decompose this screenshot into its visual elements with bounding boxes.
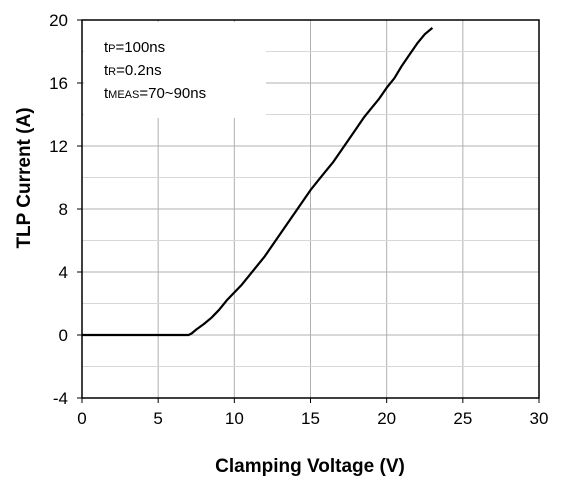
- annotation-2: tMEAS=70~90ns: [104, 85, 206, 102]
- x-tick-label: 30: [530, 409, 549, 428]
- tick-layer: 0 5 10 15 20 25 30 20 16 12 8 4 0 -4: [49, 11, 548, 428]
- y-tick-label: 20: [49, 11, 68, 30]
- y-tick-label: -4: [53, 389, 68, 408]
- annotation-1: tR=0.2ns: [104, 62, 162, 79]
- x-tick-label: 10: [225, 409, 244, 428]
- x-axis-title: Clamping Voltage (V): [215, 456, 405, 477]
- x-tick-label: 15: [301, 409, 320, 428]
- y-tick-label: 4: [59, 263, 68, 282]
- y-tick-label: 0: [59, 326, 68, 345]
- y-tick-label: 12: [49, 137, 68, 156]
- series-line-0: [82, 27, 434, 337]
- y-tick-label: 16: [49, 74, 68, 93]
- x-tick-label: 20: [377, 409, 396, 428]
- x-tick-label: 0: [77, 409, 86, 428]
- annotations: tP=100ns tR=0.2ns tMEAS=70~90ns: [104, 39, 206, 102]
- x-tick-label: 25: [453, 409, 472, 428]
- y-axis-title: TLP Current (A): [14, 107, 35, 248]
- y-tick-label: 8: [59, 200, 68, 219]
- annotation-background: [84, 22, 266, 118]
- x-tick-label: 5: [153, 409, 162, 428]
- series-layer: [82, 27, 434, 337]
- annotation-0: tP=100ns: [104, 39, 165, 56]
